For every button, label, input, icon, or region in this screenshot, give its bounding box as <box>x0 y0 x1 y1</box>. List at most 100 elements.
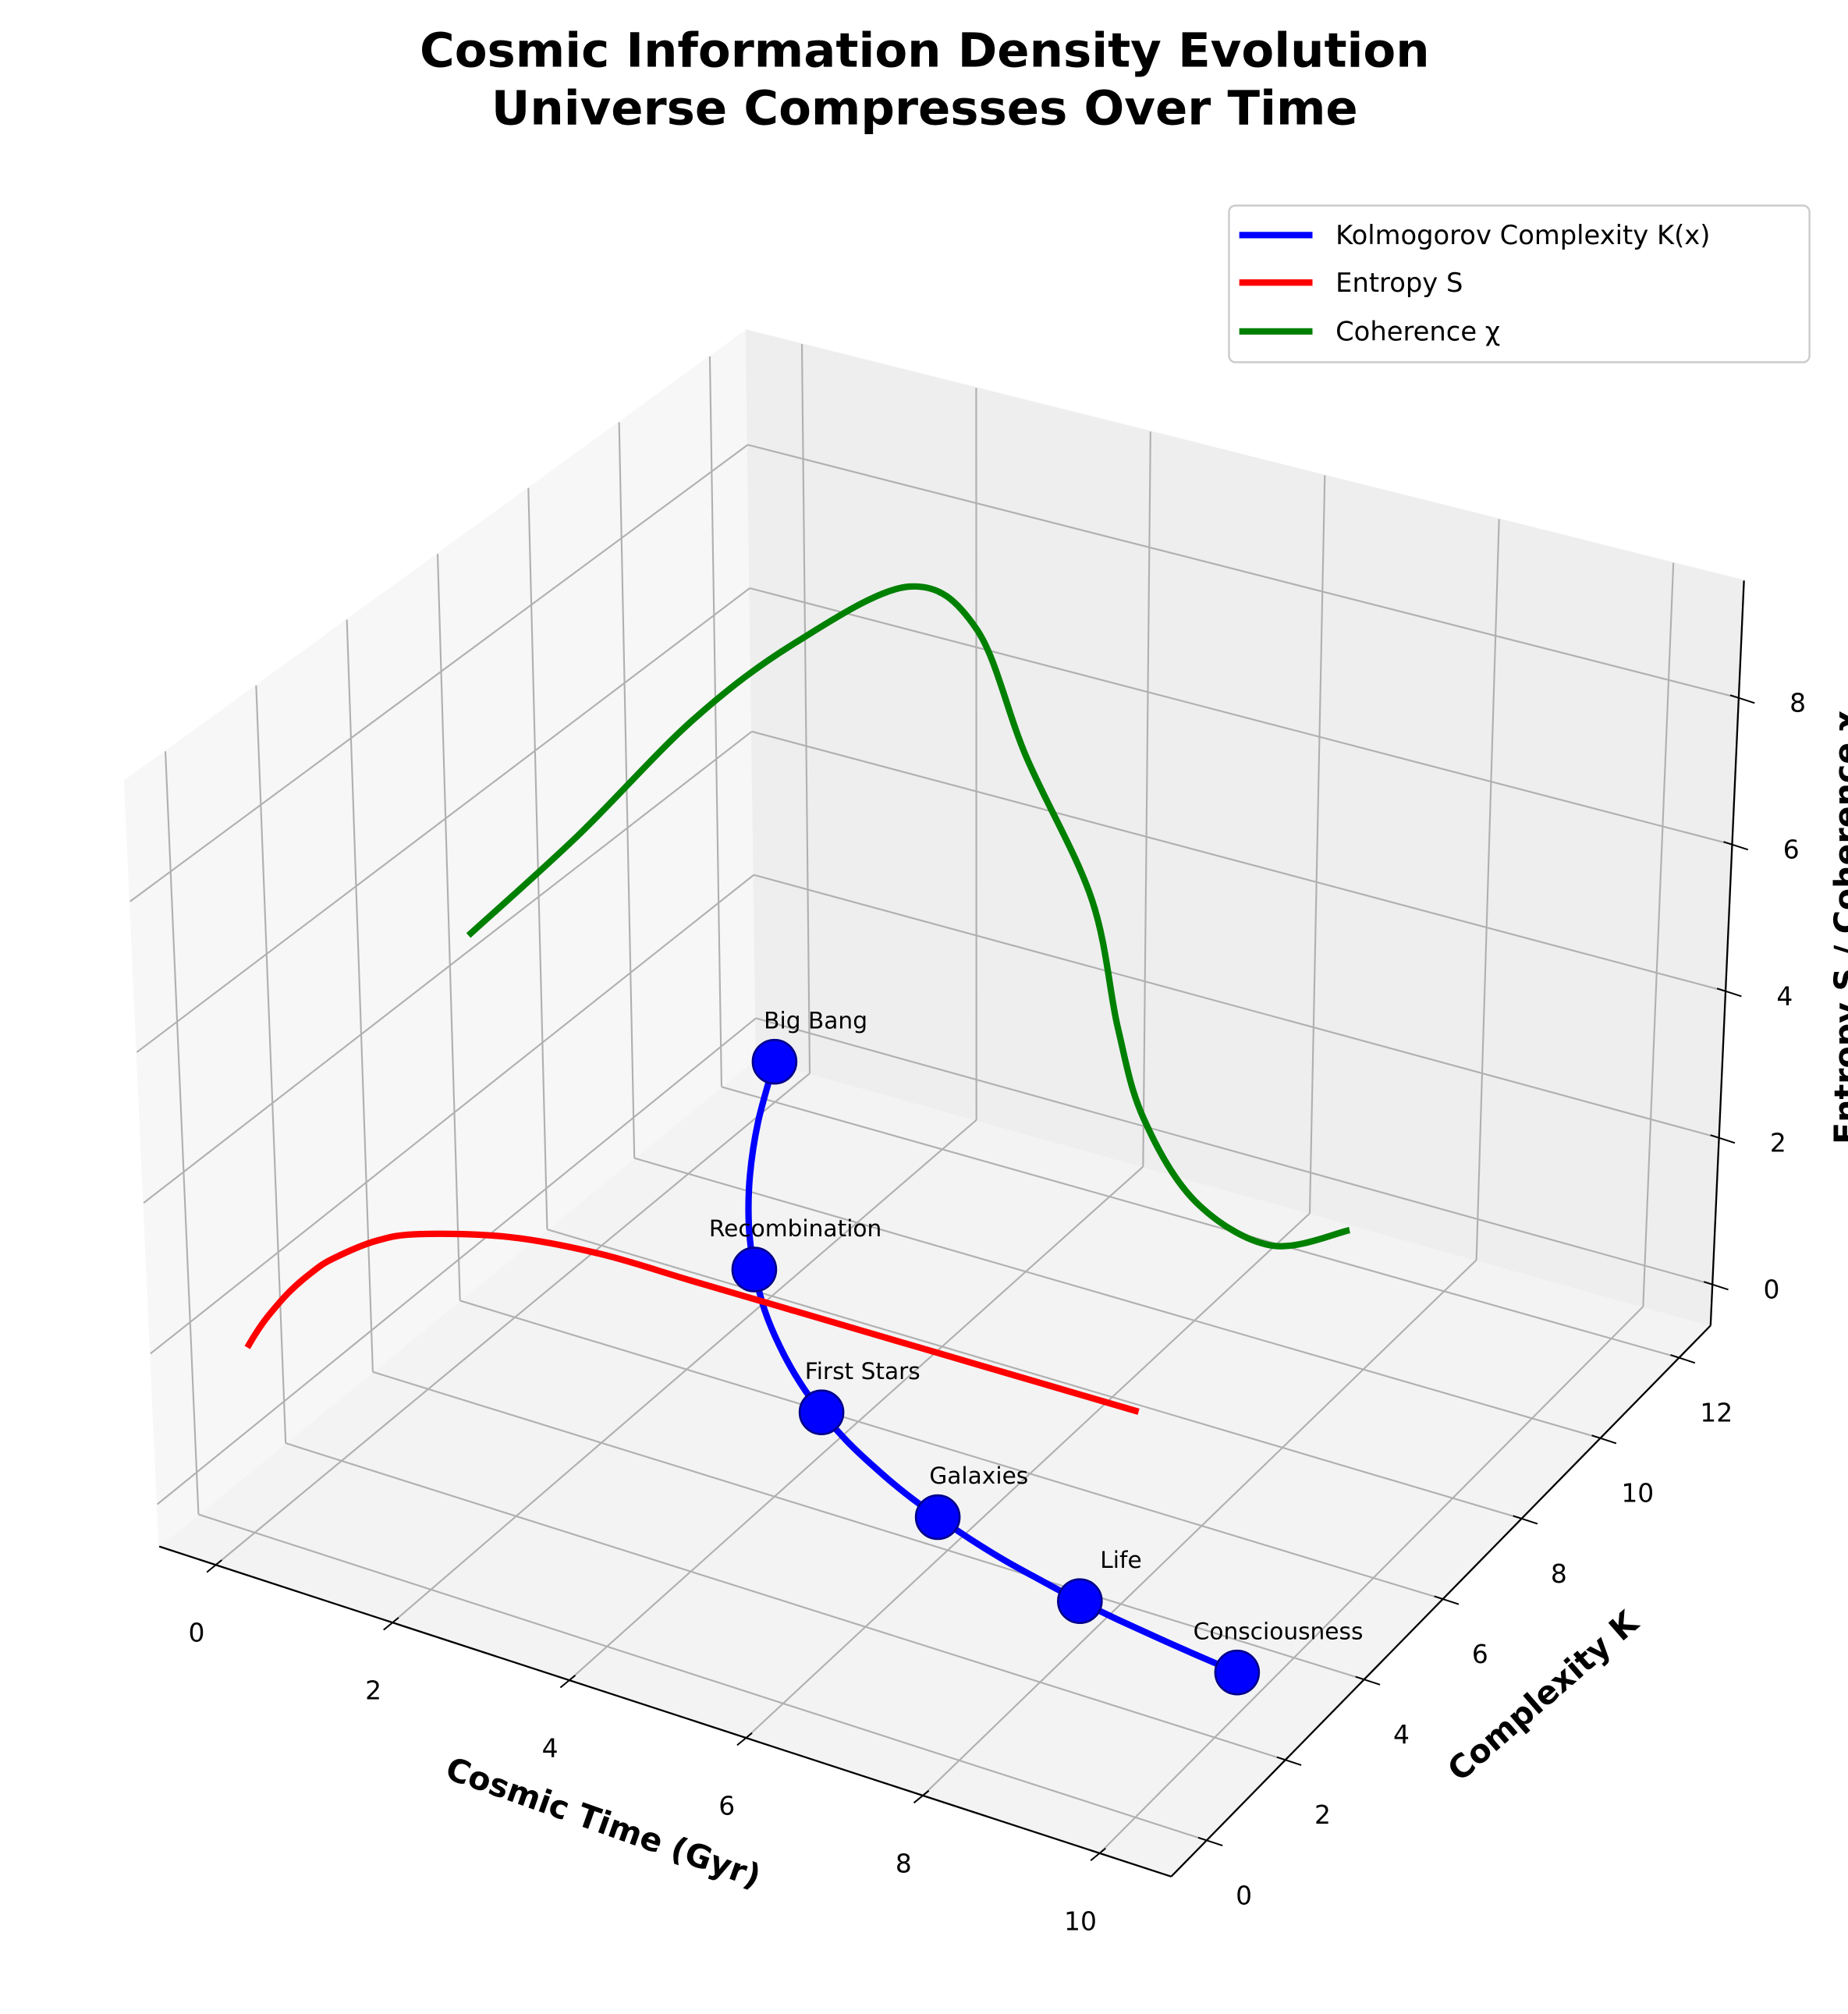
x-tick-mark <box>383 1617 399 1631</box>
event-label: Galaxies <box>929 1462 1028 1489</box>
z-tick-label: 2 <box>1770 1127 1786 1158</box>
back-wall-gridline-x <box>1642 562 1675 1307</box>
legend-label-entropy: Entropy S <box>1335 268 1463 298</box>
floor-gridline-y <box>459 1300 1443 1601</box>
event-label: Recombination <box>709 1214 881 1242</box>
y-tick-label: 8 <box>1551 1558 1567 1589</box>
y-tick-mark <box>1355 1675 1381 1686</box>
series-lines <box>244 583 1351 1675</box>
back-wall-gridline-z <box>747 444 1740 699</box>
z-tick-label: 4 <box>1776 980 1793 1011</box>
legend-box <box>1228 204 1811 363</box>
floor-gridline-x <box>569 1165 1144 1681</box>
x-tick-label: 0 <box>188 1618 204 1648</box>
floor-gridline-x <box>1098 1306 1644 1854</box>
y-tick-label: 10 <box>1621 1478 1654 1509</box>
z-axis-line <box>1709 580 1745 1326</box>
x-axis-label: Cosmic Time (Gyr) <box>441 1750 765 1895</box>
axes-panes <box>123 328 1745 1877</box>
left-wall-gridline-z <box>143 730 753 1204</box>
x-tick-mark <box>559 1675 576 1689</box>
z-tick-mark <box>1710 1134 1736 1144</box>
chart-title-line-1: Cosmic Information Density Evolution <box>420 23 1430 79</box>
x-tick-label: 10 <box>1064 1906 1097 1936</box>
event-marker <box>798 1389 845 1435</box>
left-wall-gridline-y <box>527 488 548 1230</box>
event-label: Life <box>1100 1546 1141 1573</box>
z-tick-mark <box>1729 694 1755 704</box>
y-tick-mark <box>1276 1756 1302 1766</box>
left-wall-gridline-y <box>164 751 200 1515</box>
axis-lines <box>158 580 1755 1877</box>
coherence-line <box>466 583 1351 1250</box>
event-markers <box>731 1038 1261 1696</box>
x-tick-mark <box>736 1732 753 1746</box>
legend-label-coherence: Coherence χ <box>1335 316 1500 346</box>
y-tick-mark <box>1434 1595 1460 1605</box>
z-tick-label: 6 <box>1783 834 1800 864</box>
event-marker <box>914 1494 961 1541</box>
x-tick-mark <box>206 1559 222 1573</box>
y-axis-label: Complexity K <box>1441 1603 1647 1789</box>
back-wall-gridline-x <box>800 344 811 1074</box>
left-wall-gridline-y <box>708 356 723 1087</box>
floor-gridline-x <box>922 1259 1477 1796</box>
left-wall-gridline-z <box>157 1017 757 1505</box>
y-tick-mark <box>1513 1515 1538 1525</box>
chart-title-line-2: Universe Compresses Over Time <box>491 81 1358 137</box>
floor-gridline-y <box>721 1086 1680 1359</box>
back-wall-gridline-x <box>1308 475 1326 1214</box>
back-wall-gridline-x <box>1475 519 1500 1261</box>
y-tick-label: 4 <box>1393 1719 1410 1750</box>
back-wall-gridline-z <box>749 587 1733 846</box>
y-tick-label: 2 <box>1314 1799 1331 1830</box>
x-tick-mark <box>913 1789 930 1804</box>
floor-gridline-x <box>745 1212 1311 1739</box>
x-tick-label: 4 <box>542 1733 559 1764</box>
event-marker <box>1214 1649 1261 1696</box>
floor-gridline-x <box>392 1119 977 1623</box>
left-wall-gridline-z <box>150 874 755 1355</box>
legend: Kolmogorov Complexity K(x) Entropy S Coh… <box>1228 204 1811 363</box>
y-tick-mark <box>1670 1354 1696 1364</box>
event-label: Consciousness <box>1194 1617 1364 1644</box>
x-tick-mark <box>1090 1847 1106 1861</box>
left-wall-gridline-y <box>255 685 287 1444</box>
z-axis-label: Entropy S / Coherence χ <box>1828 711 1848 1144</box>
left-wall-gridline-y <box>436 554 461 1301</box>
entropy-line <box>244 1230 1140 1415</box>
floor-gridline-y <box>198 1513 1208 1842</box>
event-marker <box>731 1246 778 1292</box>
floor-gridline-y <box>372 1370 1365 1681</box>
z-tick-mark <box>1723 841 1749 851</box>
back-wall-gridline-z <box>754 874 1719 1139</box>
back-wall-gridline-z <box>751 730 1726 992</box>
z-tick-mark <box>1716 987 1742 998</box>
kolmogorov-complexity-line <box>745 1061 1239 1675</box>
event-marker <box>751 1038 798 1085</box>
left-wall-gridline-z <box>136 587 750 1053</box>
y-tick-label: 0 <box>1236 1880 1252 1910</box>
event-marker <box>1057 1578 1103 1625</box>
z-tick-mark <box>1703 1281 1729 1291</box>
legend-label-kolmogorov: Kolmogorov Complexity K(x) <box>1335 220 1710 250</box>
floor-gridline-y <box>633 1157 1601 1439</box>
back-wall-gridline-x <box>1142 431 1151 1167</box>
floor-gridline-x <box>215 1073 810 1566</box>
y-tick-label: 6 <box>1472 1639 1488 1669</box>
x-tick-label: 6 <box>718 1790 735 1821</box>
back-wall-gridline-z <box>755 1017 1713 1285</box>
z-tick-label: 0 <box>1763 1274 1779 1304</box>
floor-gridline-y <box>285 1442 1286 1761</box>
x-axis-line <box>158 1545 1172 1877</box>
x-tick-label: 8 <box>896 1848 912 1878</box>
z-tick-label: 8 <box>1789 687 1806 718</box>
y-tick-mark <box>1591 1434 1617 1445</box>
tick-labels: 0 2 4 6 8 10 0 2 4 6 8 10 12 0 2 4 6 8 <box>188 687 1806 1936</box>
event-labels: Big Bang Recombination First Stars Galaxies… <box>709 1006 1364 1644</box>
left-wall-gridline-z <box>129 444 749 902</box>
x-tick-label: 2 <box>365 1675 381 1706</box>
floor-gridline-y <box>547 1229 1522 1519</box>
y-tick-mark <box>1197 1836 1223 1846</box>
